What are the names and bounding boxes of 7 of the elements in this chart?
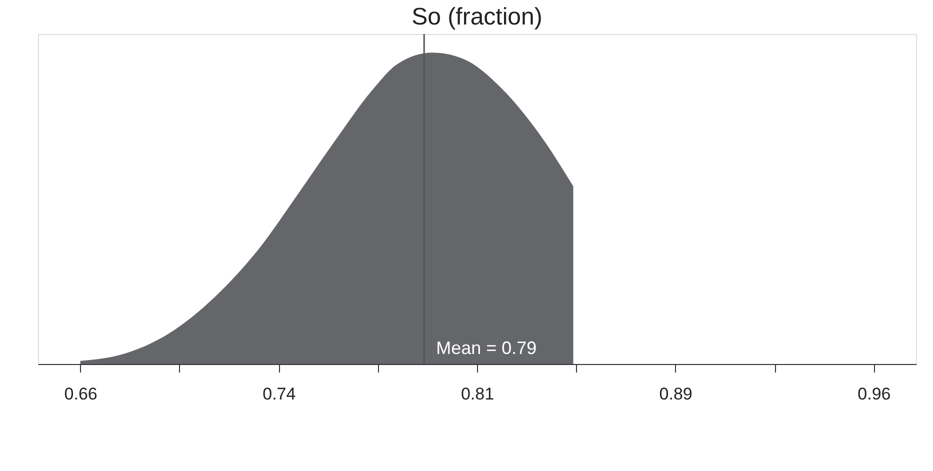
ref-line-label: Mean = 0.79 [436, 338, 537, 358]
x-tick-label: 0.96 [858, 384, 891, 404]
x-tick-label: 0.74 [262, 384, 296, 404]
x-tick-label: 0.66 [64, 384, 98, 404]
chart-title: So (fraction) [412, 3, 542, 30]
x-tick-label: 0.89 [659, 384, 692, 404]
x-tick-label: 0.81 [460, 384, 494, 404]
